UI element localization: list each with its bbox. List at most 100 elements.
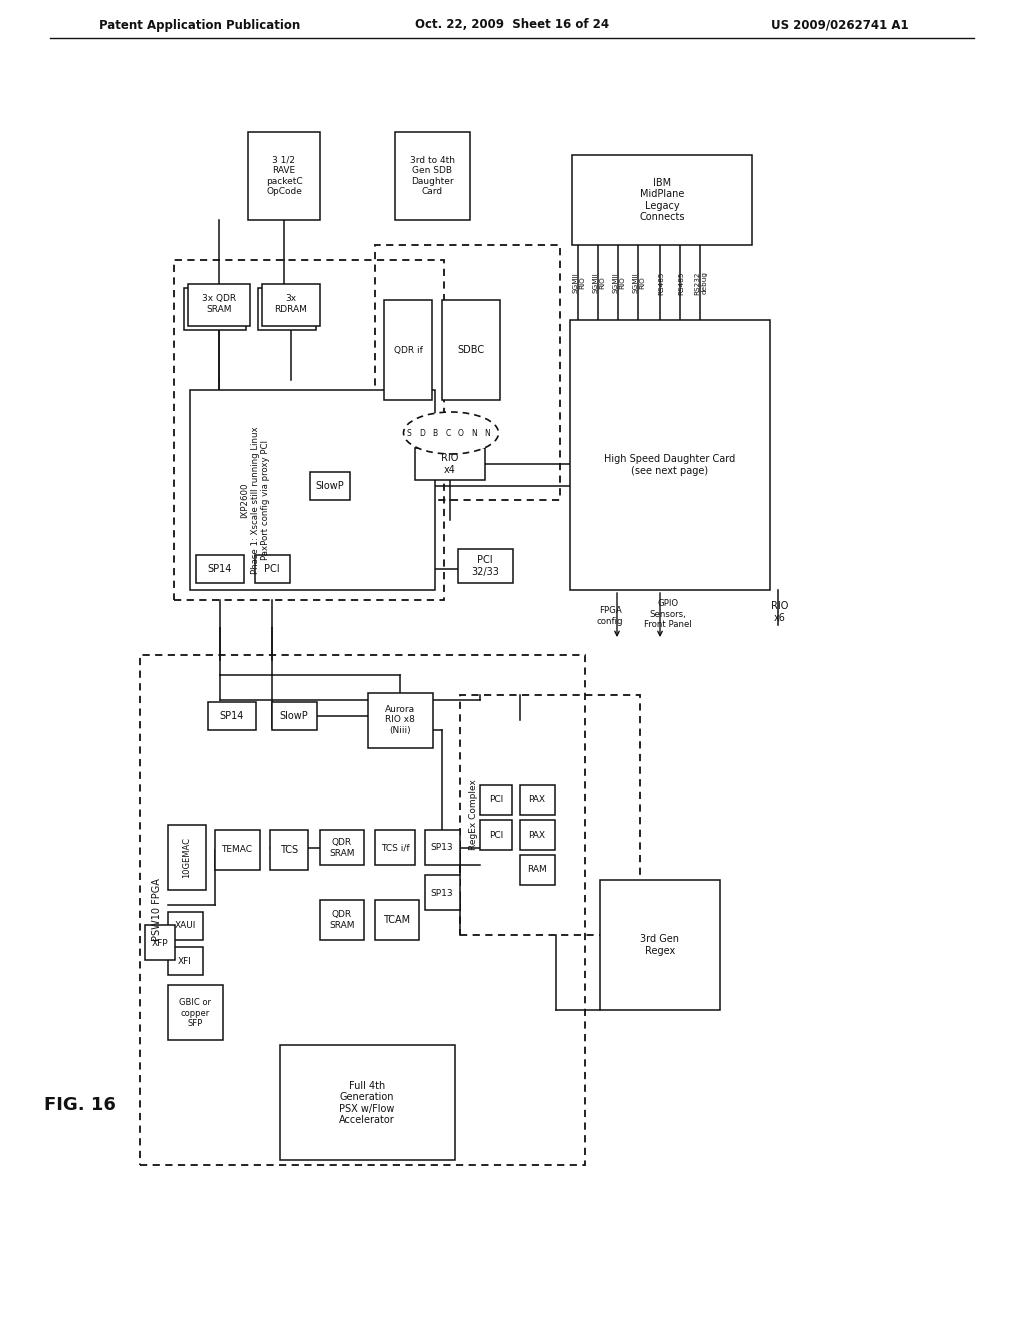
Bar [572, 154, 752, 246]
Text: FPGA
config: FPGA config [597, 606, 624, 626]
Text: S: S [407, 429, 412, 437]
Bar [442, 300, 500, 400]
Text: SlowP: SlowP [315, 480, 344, 491]
Text: C: C [445, 429, 451, 437]
Text: SGMII
RIO: SGMII RIO [633, 273, 645, 293]
Bar [480, 785, 512, 814]
Bar [168, 825, 206, 890]
Bar [280, 1045, 455, 1160]
Text: QDR if: QDR if [393, 346, 423, 355]
Bar [255, 554, 290, 583]
Bar [270, 830, 308, 870]
Text: PSW10 FPGA: PSW10 FPGA [152, 879, 162, 941]
Text: FIG. 16: FIG. 16 [44, 1096, 116, 1114]
Bar [258, 288, 316, 330]
Text: 3x QDR
SRAM: 3x QDR SRAM [202, 294, 237, 314]
Bar [480, 820, 512, 850]
Bar [395, 132, 470, 220]
Bar [375, 830, 415, 865]
Text: N: N [484, 429, 489, 437]
Bar [262, 284, 319, 326]
Bar [168, 946, 203, 975]
Text: RS485: RS485 [658, 271, 664, 294]
Text: SGMII
RIO: SGMII RIO [593, 273, 605, 293]
Bar [272, 702, 317, 730]
Bar [248, 132, 319, 220]
Text: RIO
x4: RIO x4 [441, 453, 459, 475]
Text: D: D [419, 429, 425, 437]
Text: XFI: XFI [178, 957, 191, 965]
Text: SP14: SP14 [220, 711, 244, 721]
Bar [196, 554, 244, 583]
Bar [319, 830, 364, 865]
Text: SP13: SP13 [431, 888, 454, 898]
Text: GPIO
Sensors,
Front Panel: GPIO Sensors, Front Panel [644, 599, 692, 628]
Bar [460, 696, 640, 935]
Bar [174, 260, 444, 601]
Text: SP14: SP14 [208, 564, 232, 574]
Text: XAUI: XAUI [174, 921, 196, 931]
Text: IXP2600
Phase 1: Xscale still running Linux
PaxPort config via proxy PCI: IXP2600 Phase 1: Xscale still running Li… [240, 426, 270, 574]
Bar [168, 985, 223, 1040]
Bar [140, 655, 585, 1166]
Text: PCI: PCI [264, 564, 280, 574]
Bar [375, 900, 419, 940]
Text: Aurora
RIO x8
(Niii): Aurora RIO x8 (Niii) [385, 705, 415, 735]
Text: 10GEMAC: 10GEMAC [182, 837, 191, 878]
Bar [145, 925, 175, 960]
Text: TCS i/f: TCS i/f [381, 843, 410, 853]
Bar [319, 900, 364, 940]
Bar [168, 912, 203, 940]
Text: QDR
SRAM: QDR SRAM [330, 838, 354, 858]
Text: N: N [471, 429, 477, 437]
Text: 3rd to 4th
Gen SDB
Daughter
Card: 3rd to 4th Gen SDB Daughter Card [410, 156, 455, 197]
Bar [368, 693, 433, 748]
Bar [458, 549, 513, 583]
Text: Full 4th
Generation
PSX w/Flow
Accelerator: Full 4th Generation PSX w/Flow Accelerat… [339, 1081, 395, 1126]
Bar [425, 875, 460, 909]
Text: TCS: TCS [280, 845, 298, 855]
Text: SGMII
RIO: SGMII RIO [572, 273, 586, 293]
Text: SlowP: SlowP [280, 711, 308, 721]
Text: 3 1/2
RAVE
packetC
OpCode: 3 1/2 RAVE packetC OpCode [265, 156, 302, 197]
Bar [520, 820, 555, 850]
Bar [310, 473, 350, 500]
Text: 3x
RDRAM: 3x RDRAM [274, 294, 307, 314]
Text: SDBC: SDBC [458, 345, 484, 355]
Text: QDR
SRAM: QDR SRAM [330, 911, 354, 929]
Text: Oct. 22, 2009  Sheet 16 of 24: Oct. 22, 2009 Sheet 16 of 24 [415, 18, 609, 32]
Bar [190, 389, 435, 590]
Bar [215, 830, 260, 870]
Text: RIO
x6: RIO x6 [771, 601, 788, 623]
Bar [520, 855, 555, 884]
Bar [208, 702, 256, 730]
Text: PAX: PAX [528, 830, 546, 840]
Text: SGMII
RIO: SGMII RIO [612, 273, 626, 293]
Bar [375, 246, 560, 500]
Text: RS485: RS485 [678, 271, 684, 294]
Text: PAX: PAX [528, 796, 546, 804]
Text: TCAM: TCAM [383, 915, 411, 925]
Ellipse shape [403, 412, 499, 454]
Bar [600, 880, 720, 1010]
Bar [570, 319, 770, 590]
Text: 3rd Gen
Regex: 3rd Gen Regex [640, 935, 680, 956]
Text: RegEx Complex: RegEx Complex [469, 780, 477, 850]
Bar [184, 288, 246, 330]
Text: XFP: XFP [152, 939, 168, 948]
Text: GBIC or
copper
SFP: GBIC or copper SFP [179, 998, 211, 1028]
Text: SP13: SP13 [431, 843, 454, 853]
Text: O: O [458, 429, 464, 437]
Text: RS232
debug: RS232 debug [694, 271, 708, 294]
Bar [384, 300, 432, 400]
Text: TEMAC: TEMAC [221, 846, 253, 854]
Text: US 2009/0262741 A1: US 2009/0262741 A1 [771, 18, 909, 32]
Bar [415, 447, 485, 480]
Text: PCI: PCI [488, 830, 503, 840]
Text: RAM: RAM [527, 866, 547, 874]
Text: High Speed Daughter Card
(see next page): High Speed Daughter Card (see next page) [604, 454, 735, 475]
Text: IBM
MidPlane
Legacy
Connects: IBM MidPlane Legacy Connects [639, 178, 685, 222]
Text: B: B [432, 429, 437, 437]
Bar [425, 830, 460, 865]
Text: PCI
32/33: PCI 32/33 [471, 556, 499, 577]
